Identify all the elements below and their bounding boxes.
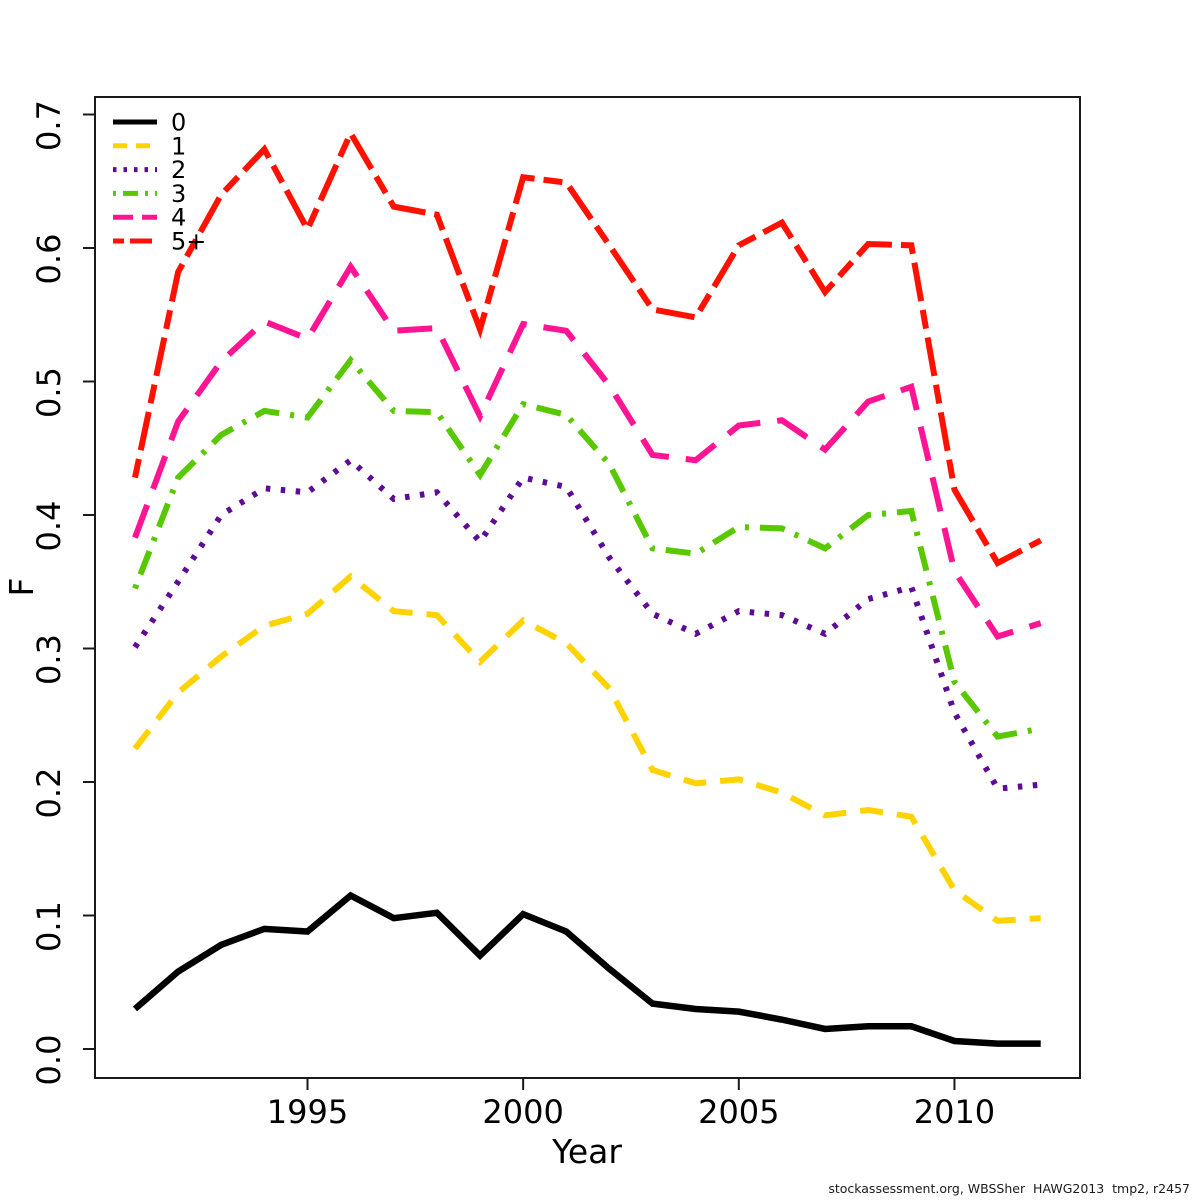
x-tick-label: 2000 bbox=[482, 1093, 563, 1131]
legend-label-0: 0 bbox=[171, 109, 186, 137]
legend-label-4: 4 bbox=[171, 204, 186, 232]
x-tick-label: 1995 bbox=[267, 1093, 348, 1131]
y-tick-label: 0.6 bbox=[30, 234, 68, 285]
legend-label-2: 2 bbox=[171, 156, 186, 184]
series-line-0 bbox=[132, 891, 1041, 1047]
x-tick-label: 2005 bbox=[698, 1093, 779, 1131]
y-tick-label: 0.5 bbox=[30, 367, 68, 418]
y-axis-title: F bbox=[2, 578, 41, 597]
y-tick-label: 0.7 bbox=[30, 100, 68, 151]
series-line-3 bbox=[132, 355, 1042, 740]
series-line-4 bbox=[132, 261, 1042, 641]
legend-label-3: 3 bbox=[171, 180, 186, 208]
series-line-1 bbox=[132, 572, 1041, 924]
x-axis-title: Year bbox=[551, 1132, 622, 1171]
y-tick-label: 0.2 bbox=[30, 768, 68, 819]
x-tick-label: 2010 bbox=[914, 1093, 995, 1131]
legend-label-5+: 5+ bbox=[171, 228, 206, 256]
plot-box bbox=[94, 96, 1081, 1079]
footer-credit: stockassessment.org, WBSSher HAWG2013 tm… bbox=[828, 1181, 1190, 1196]
legend-label-1: 1 bbox=[171, 132, 186, 160]
y-tick-label: 0.4 bbox=[30, 501, 68, 552]
y-tick-label: 0.3 bbox=[30, 634, 68, 685]
y-tick-label: 0.1 bbox=[30, 901, 68, 952]
series-line-5+ bbox=[132, 126, 1043, 568]
y-tick-label: 0.0 bbox=[30, 1035, 68, 1086]
